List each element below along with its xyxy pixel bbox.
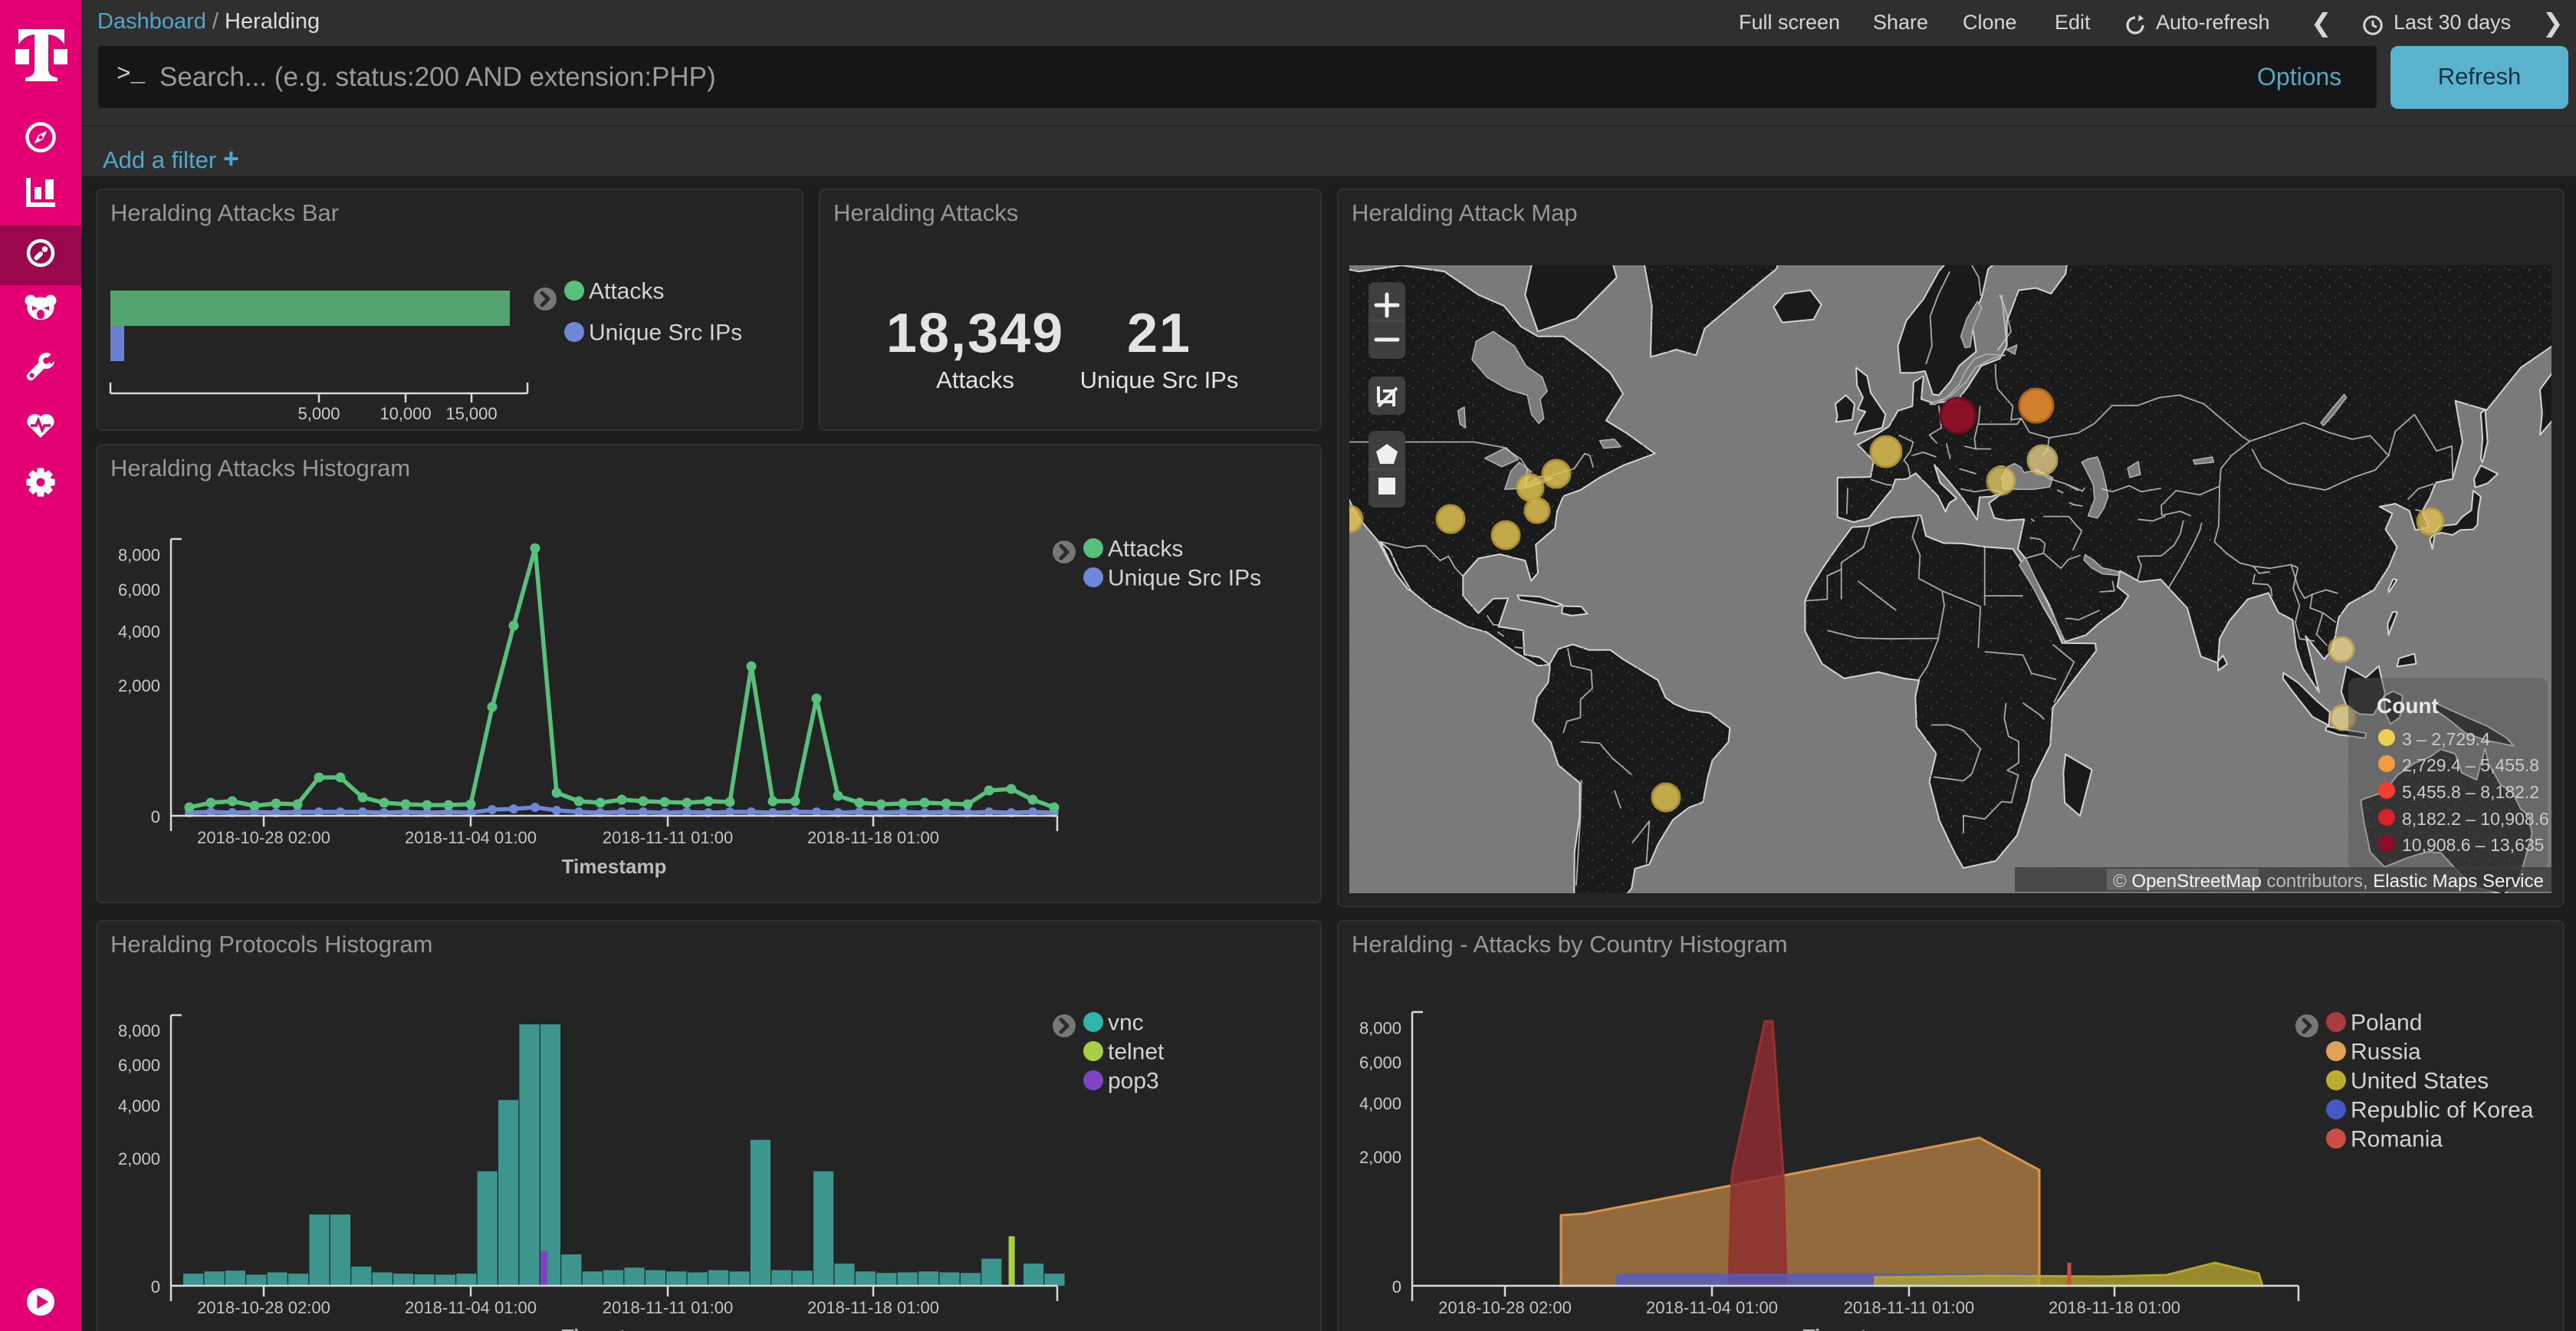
svg-text:2018-11-11 01:00: 2018-11-11 01:00 — [603, 828, 733, 847]
svg-text:Count: Count — [2377, 694, 2439, 718]
svg-text:2018-11-18 01:00: 2018-11-18 01:00 — [807, 828, 939, 847]
svg-text:telnet: telnet — [1108, 1040, 1165, 1065]
svg-text:Attacks: Attacks — [1108, 537, 1183, 562]
svg-text:Attacks: Attacks — [589, 279, 664, 304]
svg-text:2,000: 2,000 — [118, 1149, 160, 1168]
svg-text:Romania: Romania — [2351, 1127, 2443, 1152]
svg-text:Unique Src IPs: Unique Src IPs — [1108, 566, 1261, 591]
svg-text:0: 0 — [151, 1277, 160, 1296]
svg-text:2,000: 2,000 — [118, 676, 160, 695]
svg-text:2018-11-18 01:00: 2018-11-18 01:00 — [807, 1298, 939, 1317]
svg-text:4,000: 4,000 — [118, 1096, 160, 1116]
svg-text:Timestamp: Timestamp — [1803, 1325, 1908, 1331]
svg-text:0: 0 — [1392, 1277, 1401, 1296]
svg-text:pop3: pop3 — [1108, 1069, 1159, 1094]
svg-text:10,908.6 – 13,635: 10,908.6 – 13,635 — [2402, 835, 2544, 855]
svg-text:15,000: 15,000 — [445, 404, 497, 423]
svg-text:Russia: Russia — [2351, 1040, 2421, 1065]
svg-text:Timestamp: Timestamp — [562, 855, 667, 878]
svg-text:2018-10-28 02:00: 2018-10-28 02:00 — [197, 828, 330, 847]
svg-text:2,000: 2,000 — [1359, 1148, 1401, 1167]
svg-text:6,000: 6,000 — [1359, 1053, 1401, 1073]
svg-text:5,455.8 – 8,182.2: 5,455.8 – 8,182.2 — [2402, 782, 2539, 802]
svg-text:2018-11-11 01:00: 2018-11-11 01:00 — [603, 1298, 733, 1317]
svg-text:5,000: 5,000 — [297, 404, 340, 423]
svg-text:© OpenStreetMap contributors,: © OpenStreetMap contributors, Elastic Ma… — [2113, 871, 2544, 892]
svg-text:6,000: 6,000 — [118, 580, 160, 600]
svg-text:8,000: 8,000 — [1359, 1018, 1401, 1037]
svg-text:Poland: Poland — [2351, 1011, 2422, 1036]
svg-text:Unique Src IPs: Unique Src IPs — [589, 320, 742, 346]
svg-text:2018-11-04 01:00: 2018-11-04 01:00 — [1646, 1298, 1778, 1317]
svg-text:Republic of Korea: Republic of Korea — [2351, 1098, 2534, 1123]
svg-text:United States: United States — [2351, 1069, 2489, 1094]
svg-text:10,000: 10,000 — [380, 404, 431, 423]
svg-text:4,000: 4,000 — [1359, 1094, 1401, 1113]
svg-text:Timestamp: Timestamp — [562, 1325, 667, 1331]
svg-text:4,000: 4,000 — [118, 622, 160, 641]
svg-text:2018-11-11 01:00: 2018-11-11 01:00 — [1844, 1298, 1974, 1317]
svg-text:8,000: 8,000 — [118, 1021, 160, 1040]
svg-text:vnc: vnc — [1108, 1011, 1144, 1036]
svg-text:2018-11-18 01:00: 2018-11-18 01:00 — [2049, 1298, 2180, 1317]
svg-text:8,000: 8,000 — [118, 545, 160, 564]
svg-text:2,729.4 – 5,455.8: 2,729.4 – 5,455.8 — [2402, 755, 2539, 775]
svg-text:0: 0 — [151, 807, 160, 827]
svg-text:3 – 2,729.4: 3 – 2,729.4 — [2402, 729, 2490, 749]
svg-text:2018-10-28 02:00: 2018-10-28 02:00 — [197, 1298, 330, 1317]
svg-text:2018-11-04 01:00: 2018-11-04 01:00 — [405, 828, 537, 847]
svg-text:2018-11-04 01:00: 2018-11-04 01:00 — [405, 1298, 537, 1317]
svg-text:8,182.2 – 10,908.6: 8,182.2 – 10,908.6 — [2402, 809, 2549, 829]
svg-text:2018-10-28 02:00: 2018-10-28 02:00 — [1438, 1298, 1572, 1317]
svg-text:6,000: 6,000 — [118, 1056, 160, 1075]
